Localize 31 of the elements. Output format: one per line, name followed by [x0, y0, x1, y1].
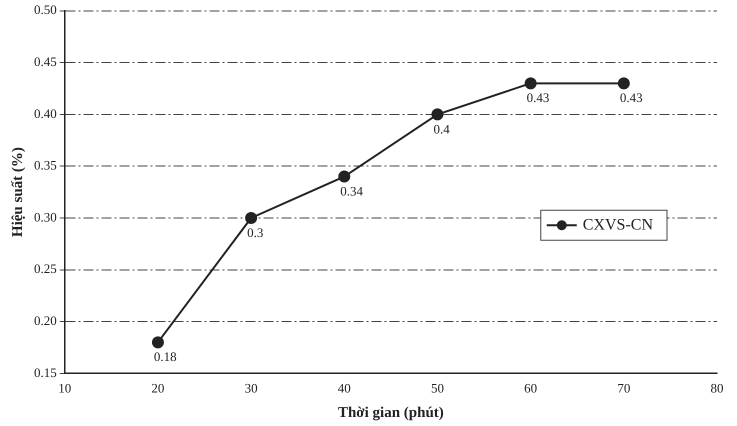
y-tick-label: 0.20	[34, 313, 57, 328]
x-tick-label: 50	[430, 380, 444, 396]
x-tick-label: 30	[244, 380, 258, 396]
y-tick-label: 0.50	[34, 2, 57, 18]
data-label: 0.43	[620, 90, 643, 106]
point	[152, 336, 164, 348]
y-axis-title: Hiệu suất (%)	[10, 147, 26, 238]
x-tick-label: 70	[617, 380, 630, 396]
x-tick-label: 80	[710, 380, 724, 396]
y-tick-label: 0.40	[34, 106, 57, 121]
point	[338, 170, 350, 183]
point	[431, 108, 444, 120]
x-tick-label: 40	[338, 380, 351, 396]
point	[618, 77, 630, 90]
y-tick-label: 0.25	[34, 261, 57, 276]
y-tick-label: 0.45	[34, 54, 57, 70]
x-axis-title: Thời gian (phút)	[338, 404, 444, 421]
y-tick-label: 0.30	[34, 209, 57, 224]
point	[524, 77, 537, 90]
legend-label: CXVS-CN	[582, 216, 654, 234]
x-tick-label: 60	[524, 380, 538, 396]
data-label: 0.3	[247, 224, 264, 240]
data-label: 0.34	[340, 183, 364, 198]
data-label: 0.18	[154, 349, 177, 364]
y-tick-label: 0.15	[34, 364, 57, 380]
point	[245, 212, 258, 224]
x-tick-label: 10	[58, 380, 72, 396]
data-label: 0.4	[433, 121, 450, 136]
x-tick-label: 20	[151, 380, 164, 396]
y-tick-label: 0.35	[34, 158, 57, 173]
data-label: 0.43	[526, 90, 550, 106]
